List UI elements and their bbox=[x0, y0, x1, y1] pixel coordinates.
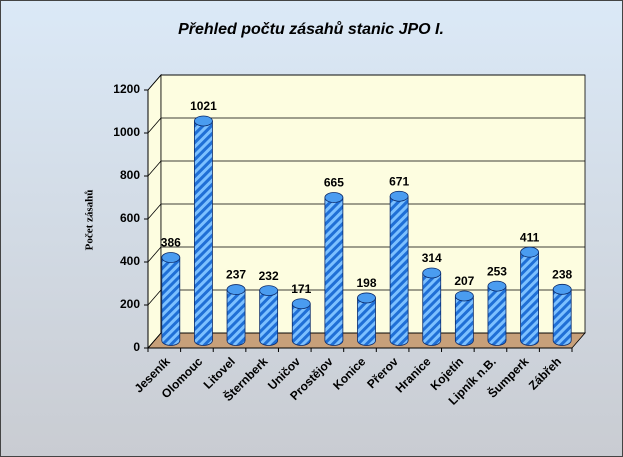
bar bbox=[259, 290, 278, 341]
grid-line-side bbox=[147, 74, 162, 91]
bar-top bbox=[324, 192, 344, 203]
grid-line-side bbox=[147, 289, 162, 306]
data-label: 238 bbox=[552, 268, 572, 282]
bar bbox=[227, 289, 246, 341]
bar bbox=[553, 289, 572, 341]
data-label: 671 bbox=[389, 174, 409, 188]
grid-line-side bbox=[147, 203, 162, 220]
data-label: 253 bbox=[487, 264, 507, 278]
y-tick-label: 0 bbox=[133, 340, 140, 354]
bar-top bbox=[454, 290, 474, 302]
bar bbox=[422, 272, 441, 341]
data-label: 314 bbox=[422, 251, 442, 265]
data-label: 171 bbox=[291, 282, 311, 296]
grid-line-side bbox=[147, 117, 162, 134]
bar-top bbox=[194, 115, 213, 127]
bar-top bbox=[259, 285, 279, 297]
bar-top bbox=[389, 190, 409, 202]
bar bbox=[357, 297, 376, 341]
grid-line-side bbox=[147, 246, 162, 263]
data-label: 237 bbox=[226, 268, 246, 282]
data-label: 232 bbox=[259, 269, 279, 283]
y-axis-title: Počet zásahů bbox=[84, 190, 96, 251]
bar bbox=[292, 303, 311, 341]
bar-top bbox=[520, 246, 539, 258]
bar bbox=[194, 120, 213, 341]
bar-top bbox=[552, 283, 572, 295]
chart-title: Přehled počtu zásahů stanic JPO I. bbox=[178, 21, 444, 38]
y-tick-label: 1000 bbox=[113, 125, 140, 139]
y-tick-label: 200 bbox=[120, 297, 140, 311]
data-label: 207 bbox=[454, 274, 474, 288]
y-tick-label: 800 bbox=[120, 168, 140, 182]
y-tick-label: 1200 bbox=[113, 82, 140, 96]
bar bbox=[324, 197, 343, 341]
data-label: 198 bbox=[356, 276, 376, 290]
data-label: 1021 bbox=[190, 99, 217, 113]
bar bbox=[390, 196, 409, 341]
bar-top bbox=[422, 267, 442, 279]
bar-top bbox=[357, 292, 376, 304]
data-label: 386 bbox=[161, 236, 181, 250]
bar bbox=[455, 295, 474, 341]
data-label: 665 bbox=[324, 176, 344, 190]
bar bbox=[161, 257, 180, 341]
grid-line-side bbox=[147, 160, 162, 177]
bar-top bbox=[487, 280, 507, 292]
bar bbox=[520, 252, 539, 341]
data-label: 411 bbox=[520, 230, 540, 244]
grid-line-side bbox=[147, 332, 162, 349]
bar-top bbox=[291, 298, 311, 310]
y-tick-label: 400 bbox=[120, 254, 140, 268]
bar bbox=[487, 286, 506, 341]
bar-top bbox=[161, 252, 181, 263]
y-tick-label: 600 bbox=[120, 211, 140, 225]
bar-top bbox=[226, 284, 246, 295]
